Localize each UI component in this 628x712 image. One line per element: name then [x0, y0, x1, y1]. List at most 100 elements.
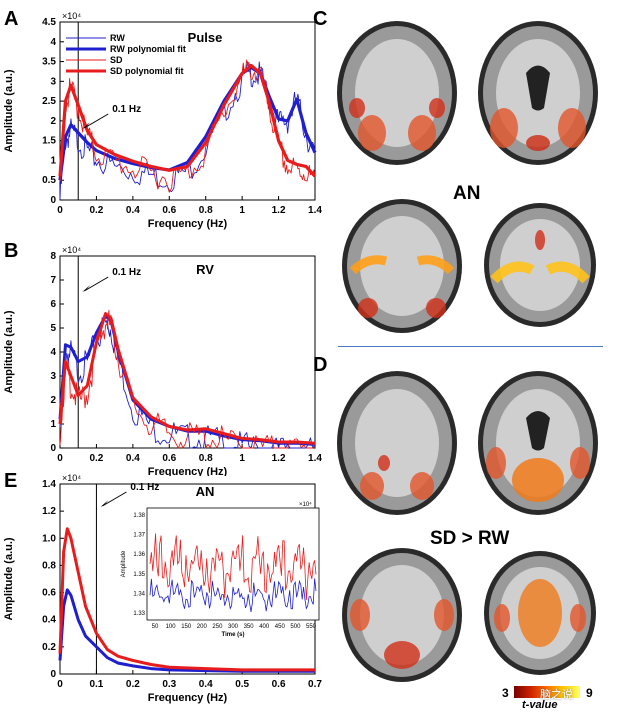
y-tick-label: 1.5 — [42, 136, 56, 147]
inset-x-tick: 300 — [228, 624, 239, 630]
chart-an: 0 0.1 0.2 0.3 0.4 0.5 0.6 0.7 0 0.2 0.4 0.6 0.8 1.0 1.… — [3, 473, 322, 704]
x-tick-label: 0.2 — [89, 205, 103, 216]
brain-slice-d2 — [478, 371, 598, 515]
inset-x-tick: 550 — [306, 624, 317, 630]
inset-x-tick: 450 — [275, 624, 286, 630]
chart-rv: 0 0.2 0.4 0.6 0.8 1 1.2 1.4 0 1 2 3 4 5 6 7 8 Frequency (… — [3, 245, 322, 476]
brain-slice-c2 — [478, 21, 598, 165]
inset-x-tick: 100 — [166, 624, 177, 630]
x-tick-label: 0.7 — [308, 679, 322, 690]
panel-letter-d: D — [313, 354, 328, 376]
brain-slice-c4 — [484, 203, 596, 327]
series-line-sd — [59, 59, 316, 193]
panel-letter-b: B — [4, 240, 19, 262]
caption-contrast: SD > RW — [430, 528, 510, 549]
inset-y-tick: 1.35 — [133, 572, 145, 578]
y-tick-label: 0 — [50, 443, 56, 454]
x-tick-label: 1.2 — [272, 453, 286, 464]
inset-x-tick: 350 — [244, 624, 255, 630]
brain-slice-d4 — [484, 551, 596, 675]
x-tick-label: 0.4 — [126, 205, 140, 216]
x-tick-label: 1.4 — [308, 453, 322, 464]
y-tick-label: 2 — [50, 395, 56, 406]
y-tick-label: 0.4 — [42, 615, 56, 626]
inset-y-tick: 1.36 — [133, 552, 145, 558]
inset-y-tick: 1.37 — [133, 533, 145, 539]
panel-letter-e: E — [4, 470, 18, 492]
annotation-arrowhead — [100, 500, 109, 507]
inset-series-sd — [149, 533, 317, 600]
x-axis-label: Frequency (Hz) — [148, 692, 228, 704]
x-tick-label: 0 — [57, 679, 63, 690]
legend-label: SD — [110, 55, 123, 65]
y-tick-label: 1.4 — [42, 479, 56, 490]
chart-title: AN — [196, 484, 215, 499]
colorbar — [514, 686, 580, 698]
colorbar-max: 9 — [586, 686, 593, 700]
inset-x-tick: 400 — [259, 624, 270, 630]
annotation-label: 0.1 Hz — [112, 267, 141, 278]
legend-label: SD polynomial fit — [110, 66, 184, 76]
y-tick-label: 4 — [50, 347, 56, 358]
y-tick-label: 0.8 — [42, 560, 56, 571]
inset-x-label: Time (s) — [222, 632, 245, 638]
brain-slice-c3 — [342, 199, 462, 333]
x-tick-label: 0.2 — [89, 453, 103, 464]
x-tick-label: 0.8 — [199, 453, 213, 464]
panel-letter-a: A — [4, 8, 19, 30]
y-axis-label: Amplitude (a.u.) — [3, 69, 15, 152]
y-tick-label: 0.6 — [42, 588, 56, 599]
inset-x-tick: 500 — [290, 624, 301, 630]
x-axis-label: Frequency (Hz) — [148, 218, 228, 230]
y-tick-label: 4.5 — [42, 17, 56, 28]
series-line-rw — [59, 317, 316, 449]
plot-frame — [59, 255, 316, 449]
inset-y-tick: 1.38 — [133, 513, 145, 519]
inset-x-tick: 250 — [212, 624, 223, 630]
annotation-arrow — [102, 491, 127, 507]
series-line-sd-polynomial-fit — [58, 63, 317, 178]
brain-slice-c1 — [337, 21, 457, 165]
colorbar-label: t-value — [522, 699, 558, 711]
y-tick-label: 7 — [50, 275, 56, 286]
series-line-rw — [58, 588, 315, 673]
y-tick-label: 0 — [50, 669, 56, 680]
y-tick-label: 0.2 — [42, 642, 56, 653]
x-tick-label: 1.4 — [308, 205, 322, 216]
y-exponent: ×10⁴ — [62, 11, 81, 21]
series-fit-sd — [58, 312, 316, 445]
x-tick-label: 1.2 — [272, 205, 286, 216]
x-tick-label: 1 — [239, 205, 245, 216]
brain-slice-d3 — [342, 548, 462, 682]
y-tick-label: 5 — [50, 323, 56, 334]
y-tick-label: 1 — [50, 155, 56, 166]
annotation-label: 0.1 Hz — [130, 482, 159, 493]
x-tick-label: 0 — [57, 205, 63, 216]
colorbar-min: 3 — [502, 686, 509, 700]
x-tick-label: 0.4 — [199, 679, 213, 690]
separator-line — [338, 346, 603, 347]
chart-title: RV — [196, 262, 214, 277]
inset-y-tick: 1.34 — [133, 591, 145, 597]
watermark: 脑之说 — [540, 688, 573, 701]
inset-exponent: ×10⁴ — [299, 501, 312, 508]
inset-y-label: Amplitude — [121, 550, 127, 577]
x-tick-label: 0.5 — [235, 679, 249, 690]
y-tick-label: 4 — [50, 37, 56, 48]
y-axis-label: Amplitude (a.u.) — [3, 537, 15, 620]
y-tick-label: 0 — [50, 195, 56, 206]
legend-label: RW — [110, 33, 125, 43]
inset-x-tick: 200 — [197, 624, 208, 630]
x-tick-label: 0.8 — [199, 205, 213, 216]
series-line-sd — [58, 527, 315, 672]
x-tick-label: 0.6 — [272, 679, 286, 690]
panel-letter-c: C — [313, 8, 328, 30]
y-tick-label: 8 — [50, 251, 56, 262]
x-tick-label: 0.1 — [89, 679, 103, 690]
x-tick-label: 0.3 — [162, 679, 176, 690]
x-tick-label: 1 — [239, 453, 245, 464]
annotation-arrowhead — [82, 122, 91, 129]
x-tick-label: 0 — [57, 453, 63, 464]
y-axis-label: Amplitude (a.u.) — [3, 310, 15, 393]
series-line-rw-polynomial-fit — [58, 65, 317, 181]
